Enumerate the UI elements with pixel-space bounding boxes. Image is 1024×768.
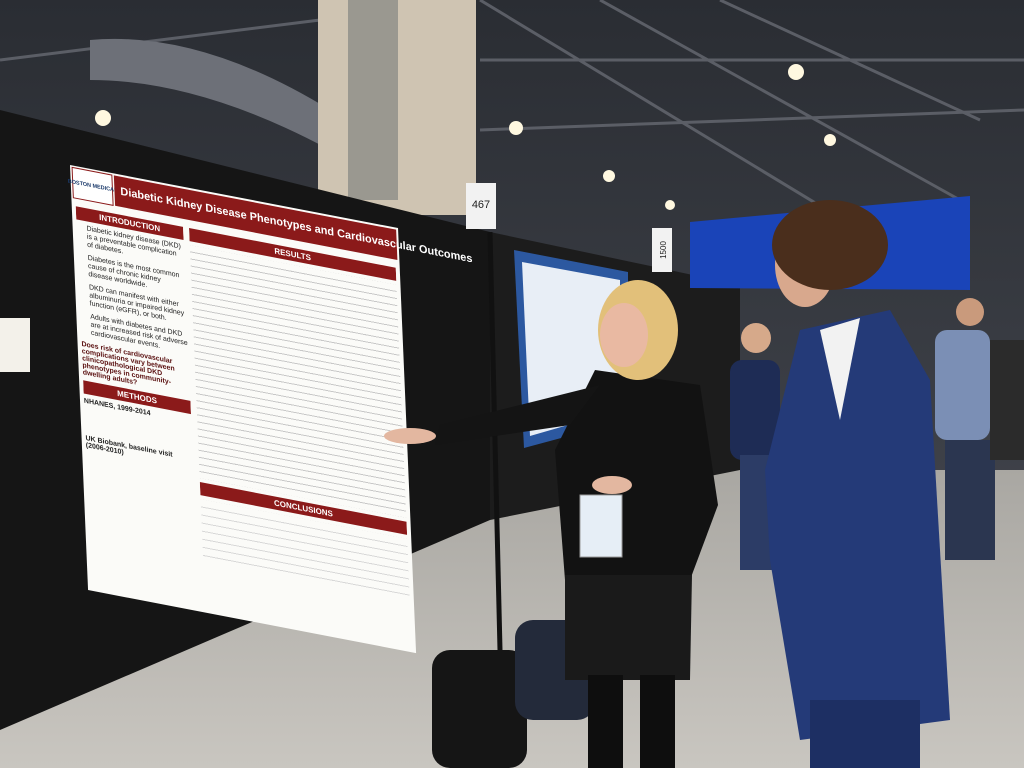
presenter — [384, 280, 718, 768]
duct — [90, 38, 330, 151]
lights — [95, 64, 836, 210]
left-column-content: INTRODUCTION Diabetic kidney disease (DK… — [75, 206, 194, 470]
pillar-panel — [348, 0, 398, 200]
results-tables — [189, 245, 407, 518]
method-line: UK Biobank, baseline visit (2006-2010) — [85, 434, 173, 459]
booth-number: 467 — [472, 199, 490, 211]
left-column: INTRODUCTION Diabetic kidney disease (DK… — [75, 206, 194, 470]
paper-note — [0, 318, 30, 372]
aisle-number: 1500 — [659, 241, 668, 259]
logo-box — [71, 166, 114, 207]
right-column: RESULTS CONCLUSIONS — [189, 228, 410, 600]
bystanders — [730, 298, 1024, 570]
visitor — [765, 200, 950, 768]
aisle-sign — [652, 228, 672, 272]
trusses — [0, 0, 1024, 232]
booth-sign — [466, 183, 496, 229]
right-column-content: RESULTS CONCLUSIONS — [189, 228, 410, 600]
title-bar — [113, 175, 398, 261]
stand-pole — [487, 231, 503, 651]
